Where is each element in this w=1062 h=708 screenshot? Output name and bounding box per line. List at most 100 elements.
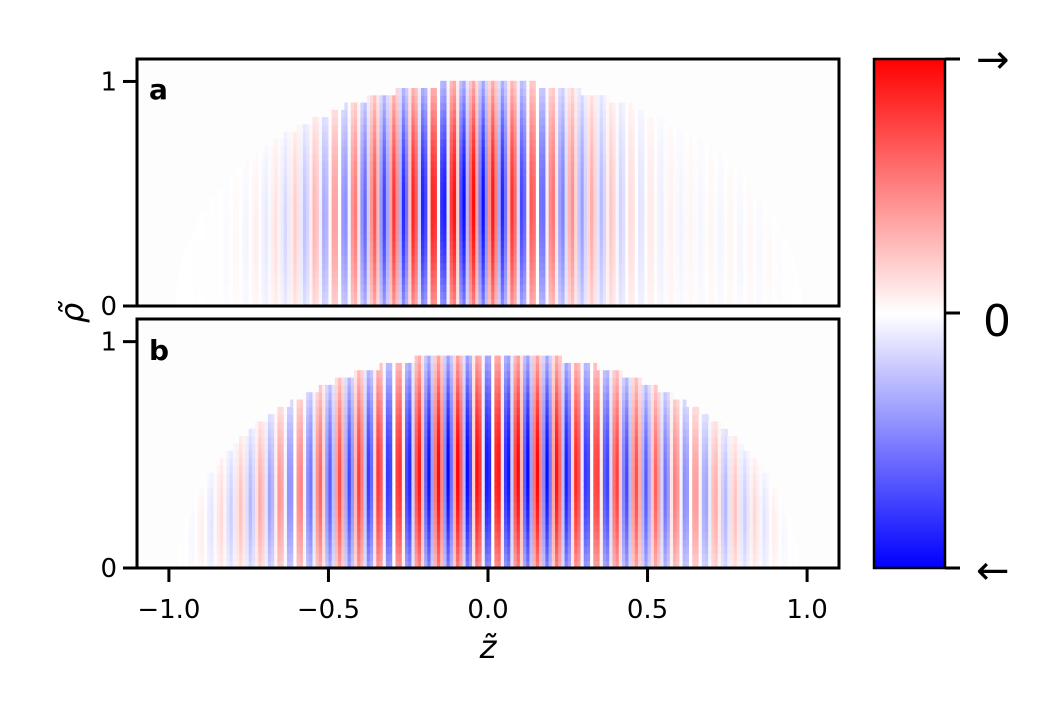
- heatmap-cell: [456, 88, 460, 96]
- heatmap-cell: [184, 524, 189, 532]
- heatmap-cell: [494, 189, 499, 198]
- heatmap-cell: [653, 124, 658, 133]
- heatmap-cell: [440, 247, 444, 256]
- heatmap-cell: [264, 240, 269, 249]
- heatmap-cell: [232, 276, 237, 285]
- heatmap-cell: [791, 298, 795, 306]
- heatmap-cell: [213, 298, 218, 306]
- heatmap-cell: [484, 124, 489, 133]
- heatmap-cell: [261, 211, 266, 220]
- heatmap-cell: [200, 284, 205, 293]
- heatmap-cell: [290, 298, 294, 306]
- heatmap-cell: [673, 211, 677, 220]
- heatmap-cell: [516, 88, 521, 96]
- heatmap-cell: [472, 233, 476, 242]
- heatmap-cell: [433, 226, 438, 234]
- heatmap-cell: [347, 226, 352, 234]
- heatmap-cell: [465, 109, 470, 118]
- heatmap-cell: [500, 131, 505, 140]
- heatmap-cell: [223, 524, 227, 532]
- heatmap-cell: [720, 167, 725, 176]
- heatmap-cell: [405, 117, 409, 125]
- heatmap-cell: [456, 189, 460, 198]
- heatmap-cell: [673, 160, 677, 169]
- heatmap-cell: [488, 153, 492, 162]
- heatmap-cell: [204, 291, 208, 300]
- heatmap-cell: [507, 255, 511, 264]
- heatmap-cell: [570, 88, 575, 96]
- heatmap-cell: [609, 204, 614, 213]
- heatmap-cell: [405, 262, 409, 271]
- heatmap-cell: [235, 262, 240, 271]
- heatmap-cell: [452, 131, 457, 140]
- heatmap-cell: [210, 269, 215, 278]
- heatmap-cell: [590, 204, 594, 213]
- heatmap-cell: [564, 276, 569, 285]
- heatmap-cell: [267, 153, 272, 162]
- heatmap-cell: [223, 182, 227, 191]
- heatmap-cell: [293, 211, 298, 220]
- heatmap-cell: [491, 298, 495, 306]
- heatmap-cell: [685, 291, 690, 300]
- heatmap-cell: [325, 160, 330, 169]
- heatmap-cell: [299, 262, 304, 271]
- heatmap-cell: [331, 197, 336, 205]
- heatmap-cell: [255, 269, 259, 278]
- heatmap-cell: [535, 262, 540, 271]
- heatmap-cell: [315, 160, 320, 169]
- heatmap-cell: [309, 182, 314, 191]
- heatmap-cell: [507, 298, 511, 306]
- heatmap-cell: [271, 226, 275, 234]
- heatmap-cell: [430, 102, 435, 111]
- heatmap-cell: [685, 211, 690, 220]
- heatmap-cell: [494, 240, 499, 249]
- heatmap-cell: [286, 298, 291, 306]
- heatmap-cell: [226, 276, 231, 285]
- heatmap-cell: [574, 138, 578, 147]
- heatmap-cell: [685, 298, 690, 306]
- heatmap-cell: [472, 218, 476, 227]
- heatmap-cell: [274, 262, 278, 271]
- heatmap-cell: [510, 197, 515, 205]
- heatmap-cell: [692, 175, 697, 184]
- heatmap-cell: [363, 182, 368, 191]
- heatmap-cell: [271, 262, 275, 271]
- heatmap-cell: [188, 524, 192, 532]
- heatmap-cell: [395, 175, 400, 184]
- heatmap-cell: [615, 226, 620, 234]
- heatmap-cell: [596, 167, 601, 176]
- heatmap-cell: [306, 146, 310, 155]
- heatmap-cell: [204, 247, 208, 256]
- heatmap-cell: [465, 255, 470, 264]
- heatmap-cell: [503, 167, 508, 176]
- heatmap-cell: [344, 255, 349, 264]
- heatmap-cell: [577, 153, 582, 162]
- heatmap-cell: [720, 197, 725, 205]
- heatmap-cell: [484, 138, 489, 147]
- heatmap-cell: [226, 262, 231, 271]
- heatmap-cell: [271, 298, 275, 306]
- heatmap-cell: [539, 226, 543, 234]
- heatmap-cell: [207, 226, 211, 234]
- heatmap-cell: [395, 269, 400, 278]
- heatmap-cell: [328, 167, 333, 176]
- heatmap-cell: [516, 189, 521, 198]
- heatmap-cell: [762, 247, 767, 256]
- heatmap-cell: [420, 298, 425, 306]
- heatmap-cell: [618, 291, 623, 300]
- heatmap-cell: [488, 88, 492, 96]
- heatmap-cell: [523, 124, 527, 133]
- heatmap-cell: [539, 153, 543, 162]
- heatmap-cell: [322, 204, 326, 213]
- heatmap-cell: [194, 538, 199, 547]
- heatmap-cell: [411, 247, 416, 256]
- heatmap-cell: [436, 153, 441, 162]
- heatmap-cell: [232, 450, 237, 459]
- heatmap-cell: [692, 276, 697, 285]
- heatmap-cell: [290, 291, 294, 300]
- heatmap-cell: [539, 247, 543, 256]
- heatmap-cell: [602, 153, 607, 162]
- heatmap-cell: [274, 298, 278, 306]
- heatmap-cell: [564, 131, 569, 140]
- heatmap-cell: [497, 102, 502, 111]
